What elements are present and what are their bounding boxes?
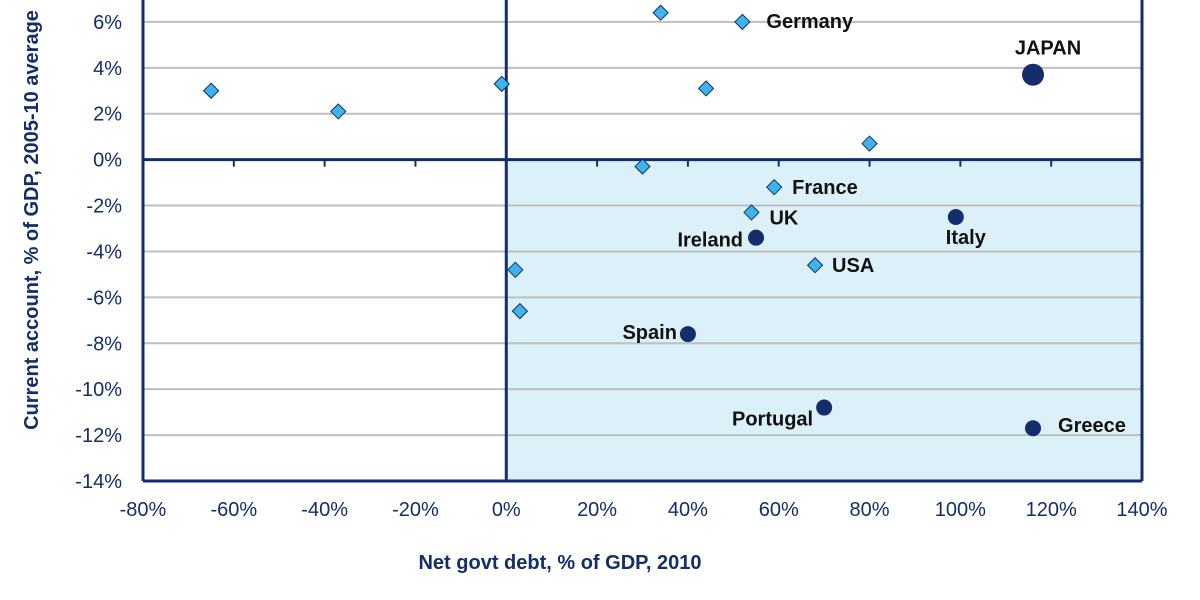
y-axis-ticks: 6% 4% 2% 0% -2% -4% -6% -8% -10% -12% -14% <box>75 12 122 493</box>
gridlines <box>143 20 1142 437</box>
data-point-diamond <box>507 261 524 279</box>
x-tick-label: -80% <box>120 499 167 521</box>
x-tick-label: 0% <box>492 499 521 521</box>
y-tick-label: -6% <box>86 287 122 309</box>
x-tick-label: -20% <box>392 499 439 521</box>
data-point-circle <box>679 326 696 343</box>
y-tick-label: -10% <box>75 379 122 401</box>
x-tick-label: 120% <box>1026 499 1077 521</box>
point-label: JAPAN <box>1015 38 1081 60</box>
data-point-circle <box>1022 63 1045 86</box>
data-point-circle <box>748 229 765 246</box>
data-point-diamond <box>734 13 751 31</box>
data-point-diamond <box>697 80 715 97</box>
data-point-diamond <box>634 158 651 175</box>
plot-frame <box>141 0 1144 483</box>
point-label: Portugal <box>732 409 813 431</box>
x-tick-label: 100% <box>935 499 986 521</box>
y-tick-label: -12% <box>75 425 122 447</box>
data-points <box>202 4 1045 437</box>
data-point-circle <box>1025 420 1042 437</box>
point-label: Germany <box>766 11 854 33</box>
point-label: Ireland <box>677 230 743 252</box>
point-label: Spain <box>622 322 676 344</box>
point-label: USA <box>832 255 874 277</box>
data-point-diamond <box>743 204 760 221</box>
x-axis-ticks: -80% -60% -40% -20% 0% 20% 40% 60% 80% 100% 120% 14… <box>120 159 1168 521</box>
x-tick-label: -40% <box>301 499 348 521</box>
data-point-diamond <box>861 135 878 152</box>
y-tick-label: 6% <box>93 12 122 34</box>
y-tick-label: -4% <box>86 241 122 263</box>
point-labels: Germany France UK USA JAPAN Ireland Italy Spain… <box>622 11 1125 437</box>
data-point-diamond <box>202 82 220 99</box>
y-tick-label: 4% <box>93 58 122 80</box>
y-tick-label: -14% <box>75 471 122 493</box>
y-tick-label: 2% <box>93 104 122 126</box>
data-point-diamond <box>765 178 783 196</box>
y-tick-label: -8% <box>86 333 122 355</box>
shaded-region <box>506 159 1143 482</box>
y-tick-label: 0% <box>93 150 122 172</box>
x-tick-label: -60% <box>210 499 257 521</box>
x-tick-label: 80% <box>850 499 890 521</box>
shaded-quadrant <box>506 159 1143 482</box>
point-label: UK <box>769 207 798 229</box>
x-tick-label: 60% <box>759 499 799 521</box>
y-tick-label: -2% <box>86 196 122 218</box>
point-label: Greece <box>1058 415 1126 437</box>
data-point-circle <box>947 209 964 226</box>
data-point-diamond <box>493 75 510 93</box>
data-point-diamond <box>652 4 669 21</box>
x-tick-label: 140% <box>1116 499 1167 521</box>
data-point-circle <box>816 399 833 416</box>
point-label: Italy <box>946 227 987 249</box>
x-tick-label: 20% <box>577 499 617 521</box>
y-axis-title: Current account, % of GDP, 2005-10 avera… <box>21 10 43 430</box>
data-point-diamond <box>806 257 824 274</box>
x-axis-title: Net govt debt, % of GDP, 2010 <box>418 552 701 574</box>
data-point-diamond <box>511 302 529 320</box>
data-point-diamond <box>330 103 347 120</box>
x-tick-label: 40% <box>668 499 708 521</box>
point-label: France <box>792 177 858 199</box>
